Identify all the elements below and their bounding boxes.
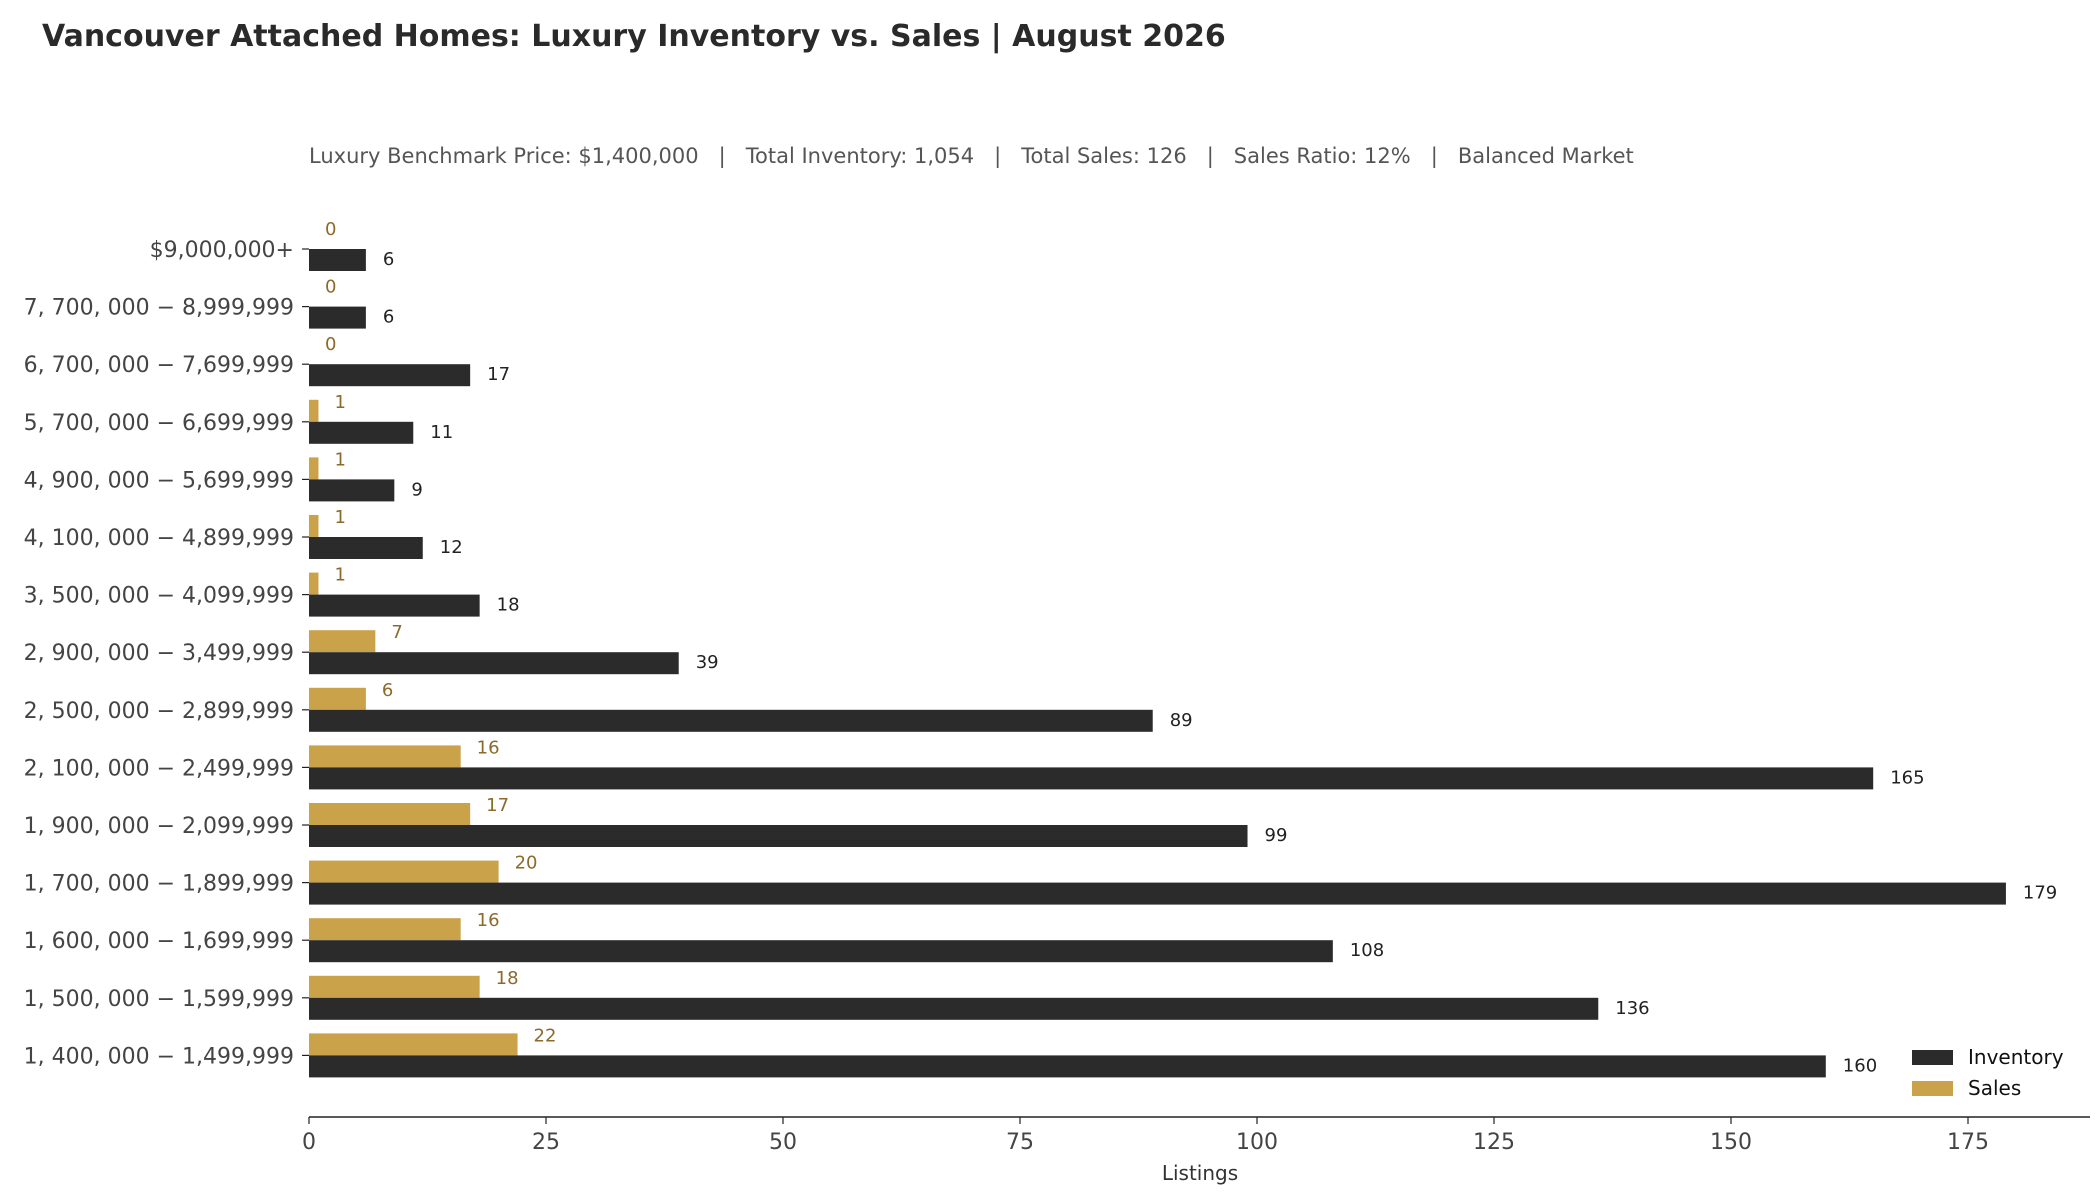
labels-layer: $9,000,000+ 0 6 7, 700, 000 − 8,999,999 0 6 6,… [24,219,2058,1076]
category-label: 1, 400, 000 − 1,499,999 [24,1044,294,1069]
category-label: 1, 600, 000 − 1,699,999 [24,929,294,954]
category-label: $9,000,000+ [150,238,294,263]
inventory-bar [309,364,471,387]
sales-value-label: 16 [477,910,500,931]
chart-subtitle: Luxury Benchmark Price: $1,400,000 | Tot… [309,144,1634,169]
x-tick-label: 100 [1236,1130,1278,1155]
sales-value-label: 20 [515,853,538,874]
sales-bar [309,860,499,883]
x-tick-label: 150 [1710,1130,1752,1155]
sales-value-label: 6 [382,680,393,701]
sales-value-label: 1 [334,449,345,470]
inventory-bar [309,652,679,675]
inventory-bar [309,825,1248,847]
sales-value-label: 1 [334,392,345,413]
inventory-value-label: 6 [383,307,394,328]
sales-bar [309,975,480,998]
category-label: 1, 500, 000 − 1,599,999 [24,987,294,1012]
sales-bar [309,515,319,537]
inventory-bar [309,940,1333,963]
inventory-bar [309,249,366,271]
inventory-bar [309,767,1874,790]
x-tick-label: 50 [769,1130,797,1155]
sales-value-label: 16 [477,737,500,758]
category-label: 1, 700, 000 − 1,899,999 [24,872,294,897]
x-axis: 0 25 50 75 100 125 150 175 [302,248,2090,1155]
inventory-bar [309,1055,1826,1078]
x-tick-label: 25 [532,1130,560,1155]
category-label: 2, 100, 000 − 2,499,999 [24,756,294,781]
legend-label-inventory: Inventory [1968,1045,2064,1069]
category-label: 5, 700, 000 − 6,699,999 [24,411,294,436]
sales-bar [309,399,319,422]
legend-swatch-sales [1912,1081,1953,1096]
category-label: 4, 100, 000 − 4,899,999 [24,526,294,551]
inventory-bar [309,709,1153,732]
category-label: 3, 500, 000 − 4,099,999 [24,584,294,609]
sales-bar [309,687,366,710]
sales-value-label: 1 [334,507,345,528]
sales-bar [309,457,319,480]
inventory-bar [309,479,395,502]
sales-bar [309,572,319,595]
category-label: 2, 500, 000 − 2,899,999 [24,699,294,724]
sales-bar [309,1033,518,1056]
sales-value-label: 1 [334,565,345,586]
sales-value-label: 0 [325,219,336,240]
x-tick-label: 75 [1006,1130,1034,1155]
category-label: 1, 900, 000 − 2,099,999 [24,814,294,839]
inventory-value-label: 108 [1350,940,1384,961]
inventory-value-label: 160 [1843,1055,1877,1076]
x-axis-title: Listings [1162,1161,1238,1185]
inventory-value-label: 11 [430,422,453,443]
sales-value-label: 0 [325,277,336,298]
inventory-bar [309,421,414,444]
inventory-value-label: 165 [1890,767,1924,788]
sales-value-label: 7 [391,622,402,643]
legend-swatch-inventory [1912,1050,1953,1065]
sales-value-label: 0 [325,334,336,355]
sales-value-label: 22 [534,1025,557,1046]
x-tick-label: 0 [302,1130,316,1155]
inventory-bar [309,882,2006,905]
sales-bar [309,918,461,941]
inventory-value-label: 17 [487,364,510,385]
inventory-value-label: 136 [1615,998,1649,1019]
inventory-bar [309,306,366,329]
bars-layer [309,249,2006,1078]
sales-bar [309,803,471,825]
inventory-value-label: 9 [411,479,422,500]
inventory-bar [309,997,1599,1020]
category-label: 2, 900, 000 − 3,499,999 [24,641,294,666]
inventory-value-label: 39 [696,652,719,673]
inventory-value-label: 6 [383,249,394,270]
legend-label-sales: Sales [1968,1076,2021,1100]
inventory-value-label: 179 [2023,883,2057,904]
inventory-value-label: 12 [440,537,463,558]
inventory-bar [309,594,480,617]
inventory-bar [309,537,423,559]
sales-value-label: 18 [496,968,519,989]
sales-bar [309,745,461,768]
inventory-value-label: 89 [1170,710,1193,731]
inventory-value-label: 18 [497,595,520,616]
category-label: 4, 900, 000 − 5,699,999 [24,468,294,493]
category-label: 6, 700, 000 − 7,699,999 [24,353,294,378]
x-tick-label: 125 [1473,1130,1515,1155]
chart-title: Vancouver Attached Homes: Luxury Invento… [42,19,1226,54]
sales-value-label: 17 [486,795,509,816]
legend: Inventory Sales [1912,1045,2064,1100]
sales-bar [309,630,376,653]
x-tick-label: 175 [1947,1130,1989,1155]
inventory-value-label: 99 [1265,825,1288,846]
category-label: 7, 700, 000 − 8,999,999 [24,296,294,321]
